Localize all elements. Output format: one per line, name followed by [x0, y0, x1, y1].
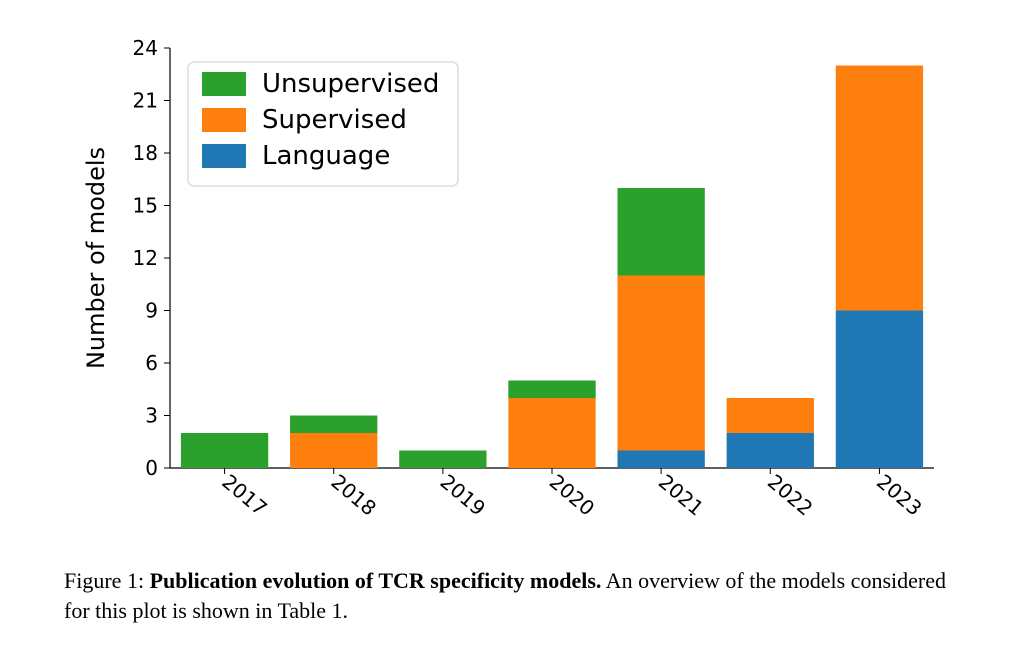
- y-tick-label: 6: [145, 351, 158, 375]
- bar-segment: [399, 451, 486, 469]
- legend-swatch: [202, 108, 246, 132]
- bar-segment: [727, 398, 814, 433]
- y-tick-label: 24: [133, 36, 158, 60]
- x-tick-label: 2018: [327, 469, 381, 520]
- bar-segment: [508, 381, 595, 399]
- y-tick-label: 3: [145, 404, 158, 428]
- x-tick-label: 2017: [217, 469, 271, 520]
- x-tick-label: 2022: [763, 469, 817, 520]
- x-tick-label: 2019: [436, 469, 490, 520]
- bar-segment: [617, 188, 704, 276]
- bar-segment: [836, 66, 923, 311]
- bar-segment: [290, 416, 377, 434]
- legend-label: Unsupervised: [262, 69, 439, 99]
- bar-segment: [836, 311, 923, 469]
- y-tick-label: 12: [133, 246, 158, 270]
- y-tick-label: 18: [133, 141, 158, 165]
- y-tick-label: 15: [133, 194, 158, 218]
- bar-segment: [617, 276, 704, 451]
- legend-label: Language: [262, 141, 390, 171]
- bar-segment: [508, 398, 595, 468]
- x-tick-label: 2020: [545, 469, 599, 520]
- page: 0 3 6 9 12 15 18 21 24 Number of models 2017 2018 20…: [0, 0, 1024, 661]
- legend-swatch: [202, 144, 246, 168]
- y-tick-label: 21: [133, 89, 158, 113]
- caption-title: Publication evolution of TCR specificity…: [150, 568, 602, 593]
- stacked-bar-chart: 0 3 6 9 12 15 18 21 24 Number of models 2017 2018 20…: [60, 28, 964, 548]
- bar-segment: [617, 451, 704, 469]
- bar-segment: [181, 433, 268, 468]
- x-tick-label: 2023: [872, 469, 926, 520]
- chart-area: 0 3 6 9 12 15 18 21 24 Number of models 2017 2018 20…: [60, 28, 964, 548]
- bar-segment: [727, 433, 814, 468]
- y-axis-label: Number of models: [82, 147, 110, 369]
- y-tick-label: 9: [145, 299, 158, 323]
- caption-fignum: Figure 1:: [64, 568, 144, 593]
- legend-label: Supervised: [262, 105, 407, 135]
- bar-segment: [290, 433, 377, 468]
- legend-swatch: [202, 72, 246, 96]
- figure-caption: Figure 1: Publication evolution of TCR s…: [64, 566, 960, 625]
- x-tick-label: 2021: [654, 469, 708, 520]
- y-tick-label: 0: [145, 456, 158, 480]
